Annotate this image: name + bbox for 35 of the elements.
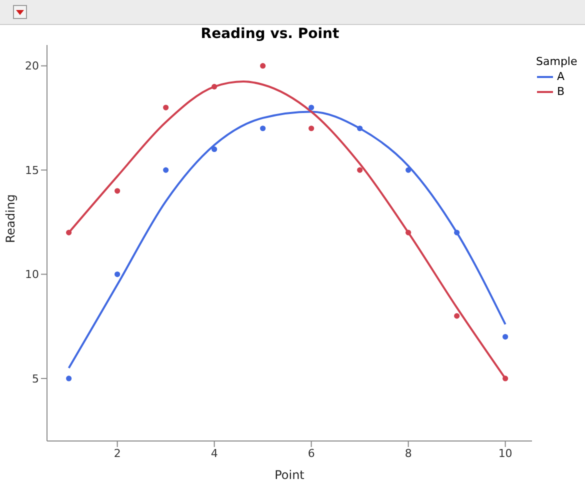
y-tick-label: 5 [32, 372, 39, 386]
x-tick-label: 4 [210, 446, 218, 460]
y-tick-label: 20 [25, 60, 39, 73]
point [163, 167, 169, 173]
point [308, 104, 314, 110]
point [308, 126, 314, 132]
point [357, 167, 363, 173]
point [357, 126, 363, 132]
point [502, 376, 508, 382]
legend-label: B [557, 85, 565, 98]
chart-title: Reading vs. Point [200, 26, 340, 42]
y-tick-label: 10 [25, 268, 39, 282]
x-tick-label: 6 [308, 446, 315, 460]
point [260, 126, 266, 132]
point [212, 146, 218, 152]
point [454, 313, 460, 319]
point [406, 167, 412, 173]
point [114, 271, 120, 278]
point [66, 230, 72, 236]
point [502, 334, 508, 340]
y-tick-label: 15 [25, 164, 39, 177]
legend-label: A [557, 70, 565, 83]
point [163, 104, 169, 110]
x-tick-label: 2 [114, 446, 121, 460]
point [66, 376, 72, 382]
x-tick-label: 8 [404, 446, 412, 460]
legend-title: Sample [536, 55, 578, 68]
point [212, 84, 218, 90]
x-axis-title: Point [274, 468, 305, 481]
point [260, 63, 266, 69]
point [406, 230, 412, 236]
y-axis-title: Reading [3, 194, 18, 243]
point [454, 230, 460, 236]
point [114, 188, 120, 194]
x-tick-label: 10 [498, 446, 512, 460]
